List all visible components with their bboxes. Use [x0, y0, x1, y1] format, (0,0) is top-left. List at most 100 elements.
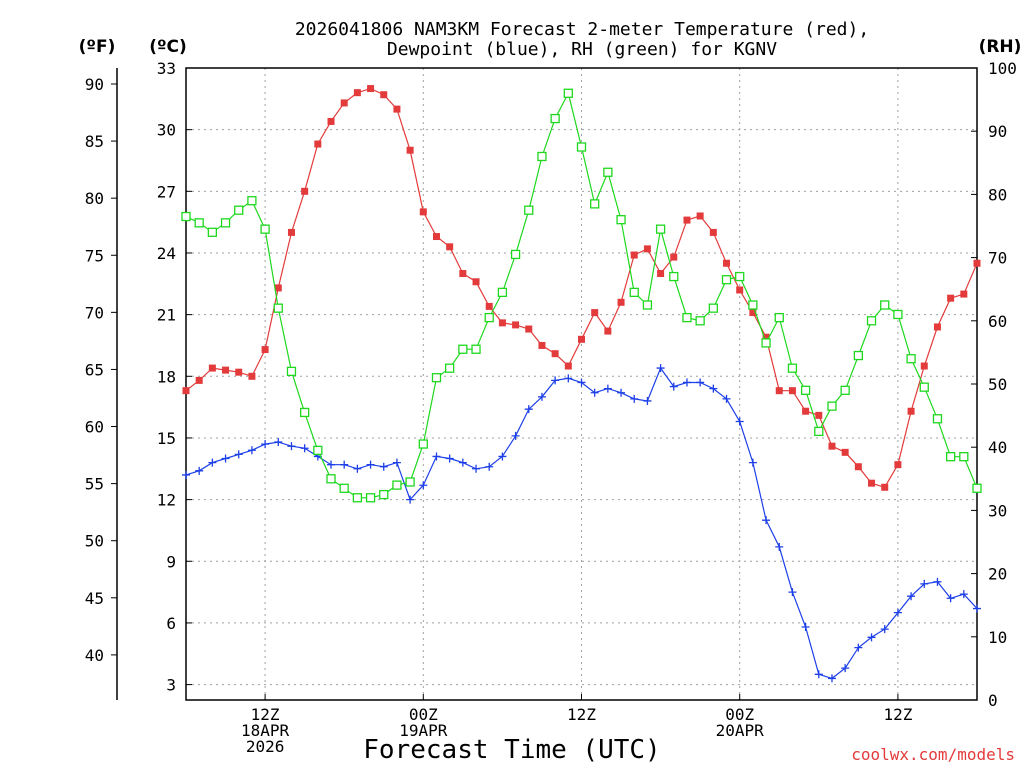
x-tick-label: 12Z [883, 705, 912, 724]
data-point-temperature [367, 85, 375, 93]
data-point-rh [708, 303, 718, 313]
data-point-rh [563, 88, 573, 98]
data-point-rh [761, 338, 771, 348]
data-point-temperature [802, 407, 810, 415]
data-point-dewpoint [880, 625, 889, 634]
data-point-temperature [235, 368, 243, 376]
celsius-tick-label: 24 [157, 244, 176, 263]
data-point-dewpoint [327, 460, 336, 469]
celsius-axis-unit: (ºC) [149, 37, 187, 57]
data-point-rh [497, 287, 508, 298]
axes-layer: 369121518212427303312Z18APR202600Z19APR1… [85, 59, 1017, 756]
data-point-temperature [815, 411, 823, 419]
data-point-temperature [894, 461, 902, 469]
data-point-rh [682, 312, 692, 323]
data-point-temperature [736, 286, 744, 294]
rh-tick-label: 50 [988, 375, 1007, 394]
data-point-temperature [261, 346, 269, 354]
data-point-rh [603, 167, 613, 177]
credit-label[interactable]: coolwx.com/models [851, 745, 1015, 764]
fahrenheit-tick-label: 50 [85, 532, 104, 551]
rh-tick-label: 40 [988, 438, 1007, 457]
data-point-dewpoint [959, 590, 968, 599]
data-point-dewpoint [827, 674, 836, 683]
data-point-dewpoint [669, 382, 678, 391]
data-point-rh [932, 414, 943, 424]
data-point-rh [405, 477, 415, 487]
data-point-rh [959, 452, 969, 462]
data-point-temperature [406, 146, 414, 154]
data-point-rh [299, 407, 310, 418]
chart-title-line1: 2026041806 NAM3KM Forecast 2-meter Tempe… [295, 19, 869, 40]
fahrenheit-tick-label: 45 [85, 589, 104, 608]
data-point-rh [286, 366, 297, 377]
celsius-tick-label: 6 [166, 614, 176, 633]
series-rh [181, 88, 982, 503]
data-point-rh [629, 287, 639, 298]
data-point-dewpoint [458, 458, 467, 467]
data-point-dewpoint [814, 670, 823, 679]
data-point-rh [352, 493, 363, 503]
data-point-temperature [630, 251, 638, 259]
data-point-temperature [670, 253, 678, 261]
fahrenheit-tick-label: 60 [85, 418, 104, 437]
data-point-dewpoint [353, 464, 362, 473]
data-point-rh [576, 142, 587, 152]
data-point-temperature [762, 333, 770, 341]
data-point-rh [721, 275, 732, 285]
celsius-tick-label: 18 [157, 367, 176, 386]
fahrenheit-axis-unit: (ºF) [79, 37, 116, 57]
data-point-dewpoint [893, 608, 902, 617]
data-point-dewpoint [577, 378, 586, 387]
data-point-rh [392, 480, 402, 490]
data-point-rh [655, 224, 666, 234]
data-point-dewpoint [854, 643, 863, 652]
data-point-rh [735, 271, 745, 282]
data-point-temperature [907, 407, 915, 415]
data-point-temperature [195, 376, 203, 384]
data-point-rh [880, 300, 890, 310]
rh-tick-label: 70 [988, 249, 1007, 268]
data-point-rh [273, 303, 283, 313]
x-tick-label: 12Z [567, 705, 596, 724]
data-point-rh [800, 385, 811, 395]
data-point-rh [484, 312, 494, 323]
data-point-rh [893, 309, 903, 320]
data-point-temperature [208, 364, 216, 372]
data-point-rh [550, 113, 560, 124]
data-point-rh [906, 354, 916, 364]
data-point-dewpoint [933, 577, 942, 586]
data-point-rh [774, 312, 784, 323]
data-point-temperature [643, 245, 651, 253]
data-point-temperature [841, 448, 849, 456]
data-point-temperature [380, 91, 388, 99]
x-tick-label: 18APR [241, 721, 290, 740]
data-point-dewpoint [801, 623, 810, 632]
data-point-rh [220, 218, 231, 228]
data-point-rh [418, 439, 428, 449]
celsius-tick-label: 9 [166, 552, 176, 571]
data-point-rh [313, 445, 323, 456]
data-point-temperature [868, 479, 876, 487]
data-point-rh [194, 218, 204, 228]
data-point-temperature [749, 309, 757, 317]
data-point-rh [445, 363, 455, 373]
data-point-rh [510, 249, 521, 260]
data-point-dewpoint [617, 388, 626, 397]
data-point-temperature [393, 105, 401, 113]
rh-tick-label: 60 [988, 312, 1007, 331]
data-point-dewpoint [221, 454, 230, 463]
data-point-dewpoint [762, 516, 771, 525]
data-point-rh [339, 483, 349, 493]
data-point-dewpoint [630, 394, 639, 403]
data-point-temperature [301, 187, 309, 195]
data-point-temperature [498, 319, 506, 327]
data-point-rh [207, 227, 218, 237]
data-point-temperature [947, 294, 955, 302]
data-point-temperature [327, 117, 335, 125]
data-point-temperature [340, 99, 348, 107]
data-point-temperature [788, 387, 796, 395]
fahrenheit-tick-label: 70 [85, 303, 104, 322]
celsius-tick-label: 30 [157, 121, 176, 140]
data-point-dewpoint [340, 460, 349, 469]
